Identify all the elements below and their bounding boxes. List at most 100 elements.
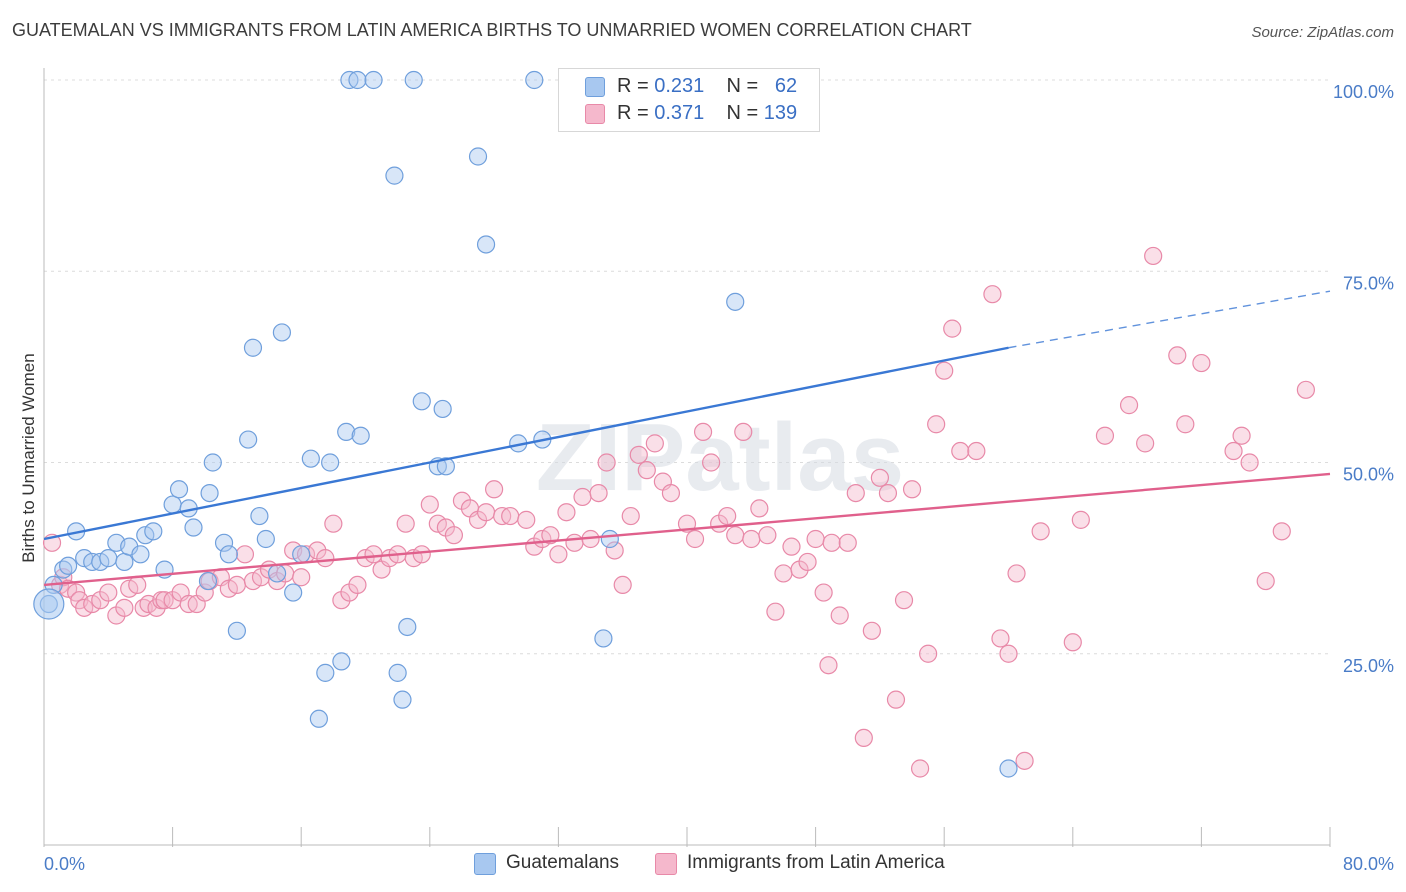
axes xyxy=(43,68,1331,847)
data-point xyxy=(750,499,769,518)
data-point xyxy=(1071,510,1090,529)
data-point xyxy=(256,529,275,549)
data-point xyxy=(734,422,753,441)
data-point xyxy=(412,545,431,564)
data-point xyxy=(693,422,713,441)
data-point xyxy=(621,506,640,526)
data-point xyxy=(1015,751,1034,770)
data-point xyxy=(870,468,890,487)
data-point xyxy=(99,583,118,602)
stats-legend: R = 0.231 N = 62 R = 0.371 N = 139 xyxy=(558,68,820,132)
data-point xyxy=(718,506,737,526)
data-point xyxy=(1240,453,1259,472)
data-point xyxy=(398,617,417,637)
data-point xyxy=(1031,522,1050,541)
data-point xyxy=(983,285,1002,304)
data-point xyxy=(385,166,404,185)
y-tick-label: 75.0% xyxy=(1343,273,1394,293)
data-point xyxy=(351,426,370,445)
data-point xyxy=(814,583,833,602)
data-point xyxy=(272,323,292,342)
data-point xyxy=(862,621,881,640)
data-point xyxy=(798,552,817,572)
data-point xyxy=(557,503,576,522)
swatch-guatemalans xyxy=(585,77,605,97)
data-point xyxy=(1256,571,1275,591)
data-point xyxy=(525,70,544,90)
data-point xyxy=(902,480,922,499)
data-point xyxy=(549,545,568,564)
series-legend: Guatemalans Immigrants from Latin Americ… xyxy=(0,852,1406,878)
data-point xyxy=(169,480,189,499)
data-point xyxy=(1192,353,1211,373)
data-point xyxy=(645,434,664,453)
data-point xyxy=(943,319,962,338)
data-point xyxy=(115,598,134,617)
series-immigrants-points xyxy=(42,246,1315,778)
data-point xyxy=(324,514,343,533)
data-point xyxy=(846,484,865,503)
data-point xyxy=(726,292,745,311)
data-point xyxy=(1095,426,1115,445)
data-point xyxy=(758,526,777,545)
data-point xyxy=(597,453,616,472)
data-point xyxy=(935,361,954,380)
data-point xyxy=(332,652,351,671)
data-point xyxy=(476,235,496,254)
data-point xyxy=(999,759,1018,778)
data-point xyxy=(1007,564,1026,583)
data-point xyxy=(661,484,681,503)
data-point xyxy=(444,526,464,545)
data-point xyxy=(782,537,801,556)
data-point xyxy=(292,568,311,587)
data-point xyxy=(766,602,785,621)
trend-line-immigrants xyxy=(43,472,1331,587)
series-guatemalans-points xyxy=(33,70,1018,778)
data-point xyxy=(144,522,163,541)
data-point xyxy=(163,495,182,514)
data-point xyxy=(364,70,383,90)
data-point xyxy=(1272,522,1291,541)
data-point xyxy=(1296,380,1315,399)
data-point xyxy=(878,484,898,503)
data-point xyxy=(838,533,857,552)
data-point xyxy=(388,663,407,682)
data-point xyxy=(243,338,263,357)
data-point xyxy=(629,445,648,464)
data-point xyxy=(198,571,218,591)
data-point xyxy=(321,453,340,472)
x-tick-label-max: 80.0% xyxy=(1343,854,1394,874)
data-point xyxy=(854,728,873,748)
data-point xyxy=(605,541,624,560)
y-tick-label: 50.0% xyxy=(1343,465,1394,485)
data-point xyxy=(195,583,214,602)
data-point xyxy=(348,575,367,595)
data-point xyxy=(685,529,705,549)
watermark: ZIPatlas xyxy=(536,404,904,511)
data-point xyxy=(1119,396,1139,415)
data-point xyxy=(501,506,520,526)
data-point xyxy=(396,514,415,533)
data-point xyxy=(59,556,78,575)
n-label: N = xyxy=(726,102,759,124)
data-point xyxy=(1176,415,1195,434)
data-point xyxy=(894,591,914,610)
data-point xyxy=(1232,426,1251,445)
data-point xyxy=(742,529,761,549)
data-point xyxy=(227,621,246,640)
data-point xyxy=(433,399,452,419)
data-point xyxy=(54,568,73,587)
source-label: Source: ZipAtlas.com xyxy=(1251,24,1394,41)
legend-label: Immigrants from Latin America xyxy=(687,852,945,873)
trend-lines xyxy=(43,290,1331,587)
data-point xyxy=(468,147,488,166)
data-point xyxy=(517,510,536,529)
data-point xyxy=(337,422,356,441)
data-point xyxy=(613,575,632,595)
data-point xyxy=(200,484,219,503)
swatch-immigrants xyxy=(655,853,677,875)
data-point xyxy=(420,495,439,514)
data-point xyxy=(967,441,986,461)
data-point xyxy=(131,545,150,564)
